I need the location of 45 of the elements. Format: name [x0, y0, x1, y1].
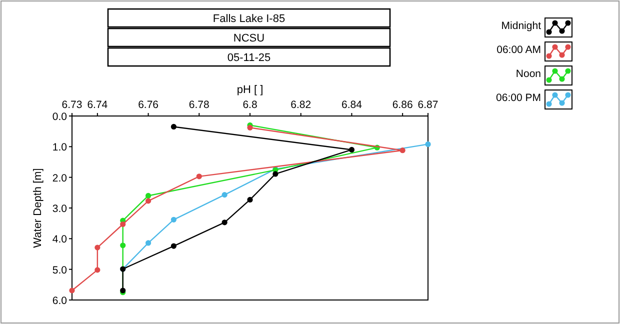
x-tick-label: 6.76: [138, 99, 159, 111]
y-tick-label: 2.0: [52, 172, 68, 184]
x-tick-label: 6.78: [188, 99, 210, 111]
x-tick-label: 6.86: [392, 99, 413, 111]
x-tick-label: 6.73: [62, 99, 82, 111]
point: [145, 192, 152, 199]
point: [170, 216, 177, 222]
point: [170, 124, 177, 130]
point: [400, 148, 406, 154]
point: [247, 196, 253, 203]
point: [247, 124, 253, 130]
x-tick-label: 6.87: [418, 99, 438, 111]
legend-label: Noon: [516, 68, 542, 80]
point: [170, 243, 177, 249]
point: [120, 221, 126, 228]
point: [145, 198, 152, 204]
point: [94, 267, 100, 273]
point: [348, 146, 355, 153]
x-tick-label: 6.8: [242, 99, 258, 111]
point: [272, 171, 278, 177]
y-tick-label: 1.0: [52, 142, 68, 154]
legend-label: 06:00 PM: [496, 92, 541, 104]
y-tick-label: 5.0: [52, 264, 68, 276]
x-tick-label: 6.74: [87, 99, 108, 111]
y-tick-label: 4.0: [52, 234, 68, 246]
chart-title: Falls Lake I-85: [212, 13, 286, 25]
y-tick-label: 3.0: [52, 203, 68, 215]
point: [222, 192, 228, 198]
point: [145, 240, 152, 246]
point: [120, 242, 126, 248]
point: [69, 288, 75, 294]
point: [94, 244, 100, 250]
legend-label: 06:00 AM: [496, 44, 541, 56]
x-tick-label: 6.82: [290, 99, 312, 111]
point: [196, 174, 202, 180]
y-axis-title: Water Depth [m]: [32, 168, 44, 248]
point: [425, 141, 431, 148]
x-tick-label: 6.84: [341, 99, 362, 111]
y-tick-label: 0.0: [52, 111, 68, 123]
legend-label: Midnight: [501, 20, 542, 32]
point: [222, 220, 228, 226]
chart-subtitle: NCSU: [233, 32, 265, 44]
x-axis-title: pH [ ]: [236, 84, 264, 96]
text: 05-11-25: [227, 52, 271, 64]
y-tick-label: 6.0: [52, 295, 68, 307]
